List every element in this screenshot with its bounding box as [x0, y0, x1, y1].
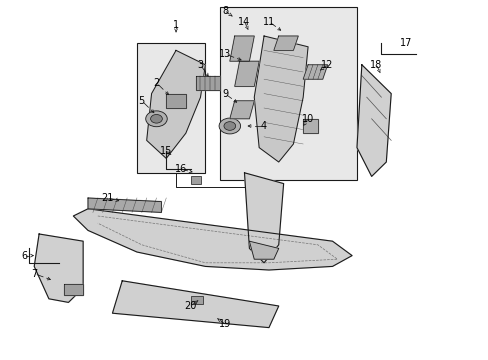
Bar [190, 176, 201, 184]
Polygon shape [146, 50, 205, 158]
Polygon shape [234, 61, 259, 86]
Polygon shape [112, 281, 278, 328]
Polygon shape [195, 76, 220, 90]
Circle shape [150, 114, 162, 123]
Circle shape [145, 111, 167, 127]
Polygon shape [229, 36, 254, 61]
Text: 13: 13 [218, 49, 231, 59]
Text: 17: 17 [399, 38, 411, 48]
Text: 14: 14 [238, 17, 250, 27]
Polygon shape [254, 36, 307, 162]
Text: 3: 3 [197, 60, 203, 70]
Text: 6: 6 [21, 251, 27, 261]
Text: 19: 19 [218, 319, 231, 329]
Polygon shape [303, 119, 317, 133]
Text: 2: 2 [153, 78, 159, 88]
Circle shape [219, 118, 240, 134]
Polygon shape [34, 234, 83, 302]
Polygon shape [303, 65, 327, 79]
Text: 16: 16 [174, 164, 187, 174]
Text: 15: 15 [160, 146, 172, 156]
Polygon shape [166, 94, 185, 108]
Text: 5: 5 [139, 96, 144, 106]
Polygon shape [244, 173, 283, 263]
Polygon shape [73, 209, 351, 270]
Text: 21: 21 [101, 193, 114, 203]
Polygon shape [356, 65, 390, 176]
Circle shape [224, 122, 235, 130]
Bar [220, 7, 356, 180]
Text: 4: 4 [261, 121, 266, 131]
Text: 20: 20 [184, 301, 197, 311]
Bar [137, 43, 205, 173]
Text: 10: 10 [301, 114, 314, 124]
Polygon shape [249, 241, 278, 259]
Text: 1: 1 [173, 20, 179, 30]
Text: 9: 9 [222, 89, 227, 99]
Polygon shape [88, 198, 161, 212]
Polygon shape [229, 101, 254, 119]
Text: 18: 18 [369, 60, 382, 70]
Text: 11: 11 [262, 17, 275, 27]
Bar [190, 296, 203, 304]
Text: 7: 7 [31, 269, 37, 279]
Text: 8: 8 [222, 6, 227, 16]
Polygon shape [63, 284, 83, 295]
Polygon shape [273, 36, 298, 50]
Text: 12: 12 [321, 60, 333, 70]
